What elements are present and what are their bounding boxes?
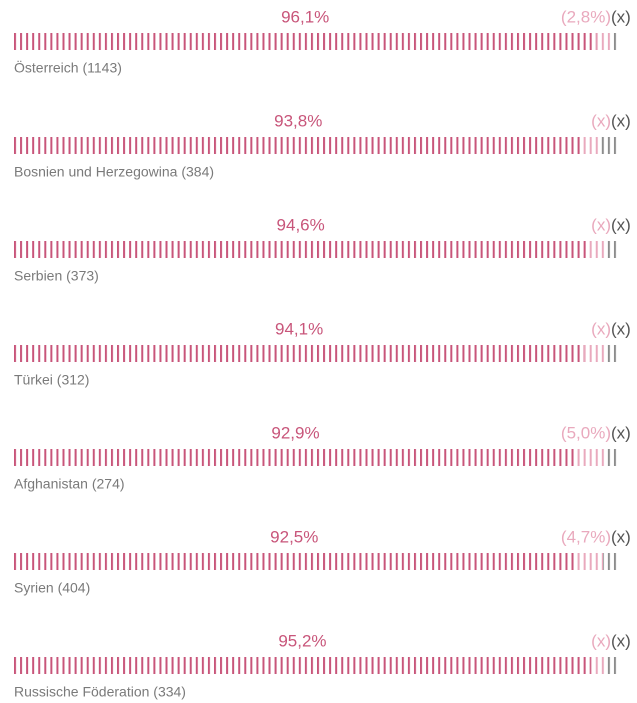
value-label: 94,6% xyxy=(277,215,325,234)
value-label: (5,0%) xyxy=(561,423,611,442)
bar-segment xyxy=(587,241,606,258)
category-label: Syrien (404) xyxy=(14,580,90,596)
value-label: (x) xyxy=(591,111,611,130)
value-label: 92,5% xyxy=(270,527,318,546)
bar-segment xyxy=(603,553,620,570)
category-label: Österreich (1143) xyxy=(14,59,122,76)
category-label: Serbien (373) xyxy=(14,268,99,284)
value-label: 96,1% xyxy=(281,7,329,26)
value-label: (4,7%) xyxy=(561,527,611,546)
bar-segment xyxy=(596,33,614,50)
bar-segment xyxy=(14,553,575,570)
value-label: 92,9% xyxy=(271,423,319,442)
bar-segment xyxy=(607,449,620,466)
value-label: (x) xyxy=(591,631,611,650)
value-label: (x) xyxy=(611,215,631,234)
value-label: (x) xyxy=(611,631,631,650)
bar-segment xyxy=(14,33,597,50)
value-label: 94,1% xyxy=(275,319,323,338)
bar-segment xyxy=(584,345,606,362)
value-label: (x) xyxy=(611,7,631,26)
value-label: (x) xyxy=(611,111,631,130)
bar-segment xyxy=(14,657,591,674)
value-label: 93,8% xyxy=(274,111,322,130)
bar-segment xyxy=(14,241,588,258)
bar-segment xyxy=(605,345,620,362)
category-label: Afghanistan (274) xyxy=(14,476,125,492)
bar-segment xyxy=(14,137,583,154)
value-label: (x) xyxy=(591,319,611,338)
value-label: (x) xyxy=(611,319,631,338)
category-label: Russische Föderation (334) xyxy=(14,684,186,700)
bar-segment xyxy=(590,657,607,674)
value-label: (x) xyxy=(591,215,611,234)
category-label: Bosnien und Herzegowina (384) xyxy=(14,164,214,180)
value-label: 95,2% xyxy=(278,631,326,650)
value-label: (x) xyxy=(611,423,631,442)
bar-segment xyxy=(600,137,620,154)
value-label: (x) xyxy=(611,527,631,546)
bar-segment xyxy=(14,345,585,362)
bar-segment xyxy=(613,33,620,50)
bar-segment xyxy=(574,553,604,570)
bar-segment xyxy=(605,241,620,258)
category-label: Türkei (312) xyxy=(14,372,89,388)
bar-segment xyxy=(14,449,577,466)
value-label: (2,8%) xyxy=(561,7,611,26)
bar-segment xyxy=(582,137,601,154)
bar-segment xyxy=(606,657,620,674)
bar-segment xyxy=(576,449,608,466)
